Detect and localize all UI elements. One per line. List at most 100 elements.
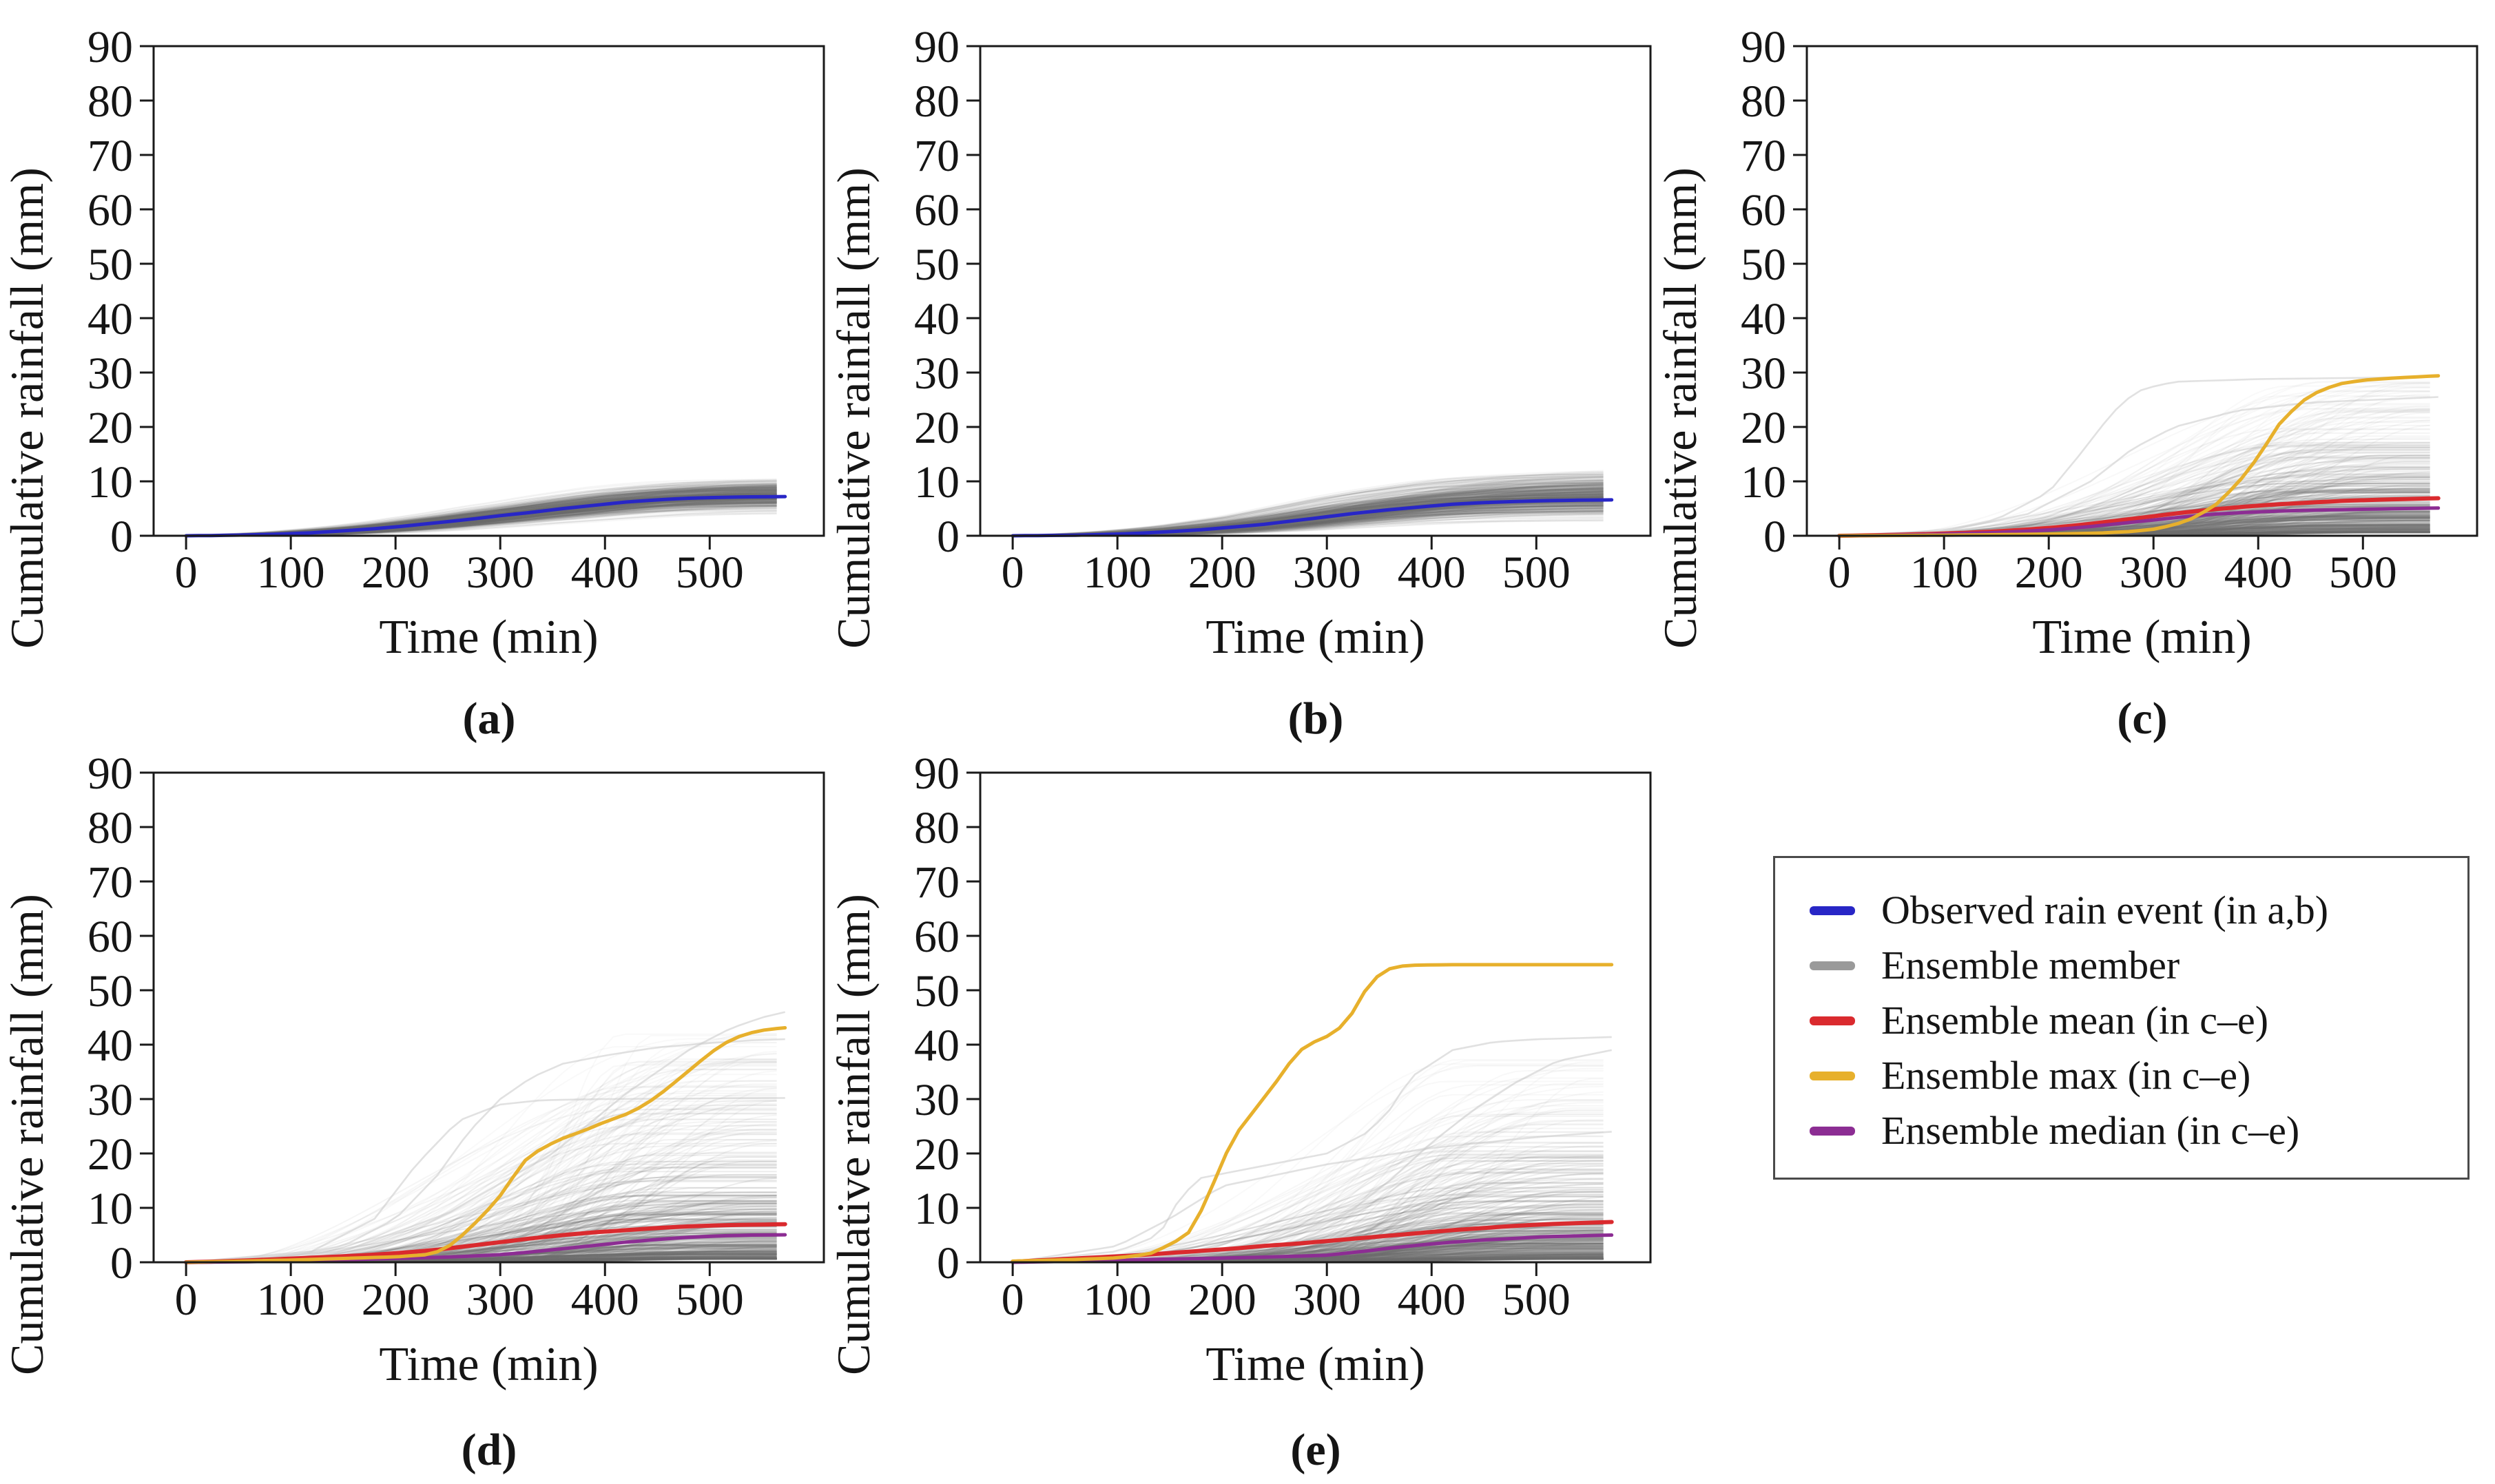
ensemble-member-line: [1013, 491, 1604, 536]
subplot-b: 0 100 200 300 400 500 0 10 20 30 40 50 60 70 80 90 Time …: [827, 0, 1653, 744]
x-tick-label: 400: [2224, 547, 2292, 598]
ensemble-member-line: [186, 481, 777, 536]
x-axis-label: Time (min): [1205, 1338, 1425, 1391]
y-tick-label: 50: [914, 240, 960, 290]
ensemble-member-line: [1013, 489, 1604, 536]
axis-box: [152, 45, 825, 537]
series-max-line: [1011, 963, 1614, 1263]
ensemble-outlier-line: [186, 1011, 786, 1264]
y-tick-label: 0: [1763, 512, 1786, 562]
ensemble-member-line: [186, 479, 777, 536]
ensemble-outlier-line: [1012, 1036, 1612, 1264]
y-tick-label: 0: [937, 512, 960, 562]
x-tick-label: 100: [1084, 547, 1152, 598]
chart-canvas-c: 0 100 200 300 400 5000102030405060708090Time …: [1654, 22, 2478, 664]
ensemble-member-line: [1013, 473, 1604, 536]
y-tick-label: 40: [87, 294, 133, 344]
x-tick-label: 500: [676, 1275, 744, 1325]
x-tick-label: 100: [1910, 547, 1978, 598]
y-tick-label: 50: [87, 240, 133, 290]
legend-item-ensemble-max: Ensemble max (in c–e): [1775, 1048, 2467, 1103]
ensemble-member-line: [1013, 497, 1604, 536]
x-tick-label: 200: [2015, 547, 2083, 598]
ensemble-member-line: [186, 488, 777, 536]
y-tick-label: 30: [914, 1075, 960, 1125]
y-tick-label: 80: [914, 76, 960, 127]
y-tick-label: 0: [110, 1238, 133, 1288]
x-axis-label: Time (min): [1205, 611, 1425, 664]
ensemble-member-line: [186, 494, 777, 536]
y-tick-label: 20: [87, 1129, 133, 1180]
y-tick-label: 10: [914, 457, 960, 508]
ensemble-member-line: [186, 1062, 777, 1263]
y-tick-label: 40: [87, 1021, 133, 1071]
ensemble-member-line: [186, 1099, 777, 1263]
ensemble-member-line: [1013, 492, 1604, 536]
ensemble-member-line: [186, 489, 777, 536]
ensemble-member-line: [1013, 480, 1604, 536]
x-tick-label: 400: [571, 1275, 639, 1325]
y-tick-label: 70: [87, 131, 133, 181]
y-tick-label: 90: [87, 749, 133, 799]
ensemble-member-line: [186, 490, 777, 536]
subplot-caption-c: (c): [2117, 693, 2168, 744]
legend-swatch-ensemble-median: [1810, 1126, 1855, 1136]
ensemble-member-line: [1013, 490, 1604, 536]
ensemble-outlier-line: [1839, 376, 2439, 537]
axis-box: [979, 771, 1652, 1264]
legend-item-ensemble-mean: Ensemble mean (in c–e): [1775, 993, 2467, 1048]
x-tick-label: 0: [1002, 1275, 1024, 1325]
subplot-d: 0 100 200 300 400 500 0 10 20 30 40 50 60 70 80 90 Time …: [0, 744, 827, 1484]
y-tick-label: 30: [914, 348, 960, 399]
y-tick-label: 60: [87, 185, 133, 236]
x-tick-label: 200: [1188, 547, 1256, 598]
ensemble-member-line: [1013, 470, 1604, 536]
y-tick-label: 70: [87, 857, 133, 908]
ensemble-member-line: [186, 485, 777, 536]
subplot-caption-d: (d): [461, 1425, 517, 1475]
ensemble-members-group: [1012, 1036, 1612, 1264]
axis-box: [152, 771, 825, 1264]
x-tick-label: 400: [571, 547, 639, 598]
y-tick-label: 40: [914, 1021, 960, 1071]
ensemble-member-line: [186, 486, 777, 536]
y-tick-label: 90: [914, 22, 960, 72]
ensemble-member-line: [1013, 495, 1604, 536]
x-tick-label: 500: [2329, 547, 2397, 598]
x-tick-label: 500: [676, 547, 744, 598]
ensemble-outlier-line: [185, 1097, 785, 1264]
y-tick-label: 70: [914, 131, 960, 181]
x-tick-label: 200: [1188, 1275, 1256, 1325]
chart-canvas-a: 0 100 200 300 400 5000102030405060708090Time …: [1, 22, 825, 664]
ensemble-member-line: [1013, 481, 1604, 536]
axis-box: [1805, 45, 2478, 537]
legend-label: Ensemble max (in c–e): [1881, 1053, 2251, 1098]
ensemble-member-line: [1013, 485, 1604, 536]
y-tick-label: 0: [937, 1238, 960, 1288]
y-tick-label: 60: [914, 185, 960, 236]
x-tick-label: 100: [1084, 1275, 1152, 1325]
y-axis-label: Cumulative rainfall (mm): [827, 167, 880, 649]
x-tick-label: 0: [1828, 547, 1851, 598]
y-tick-label: 20: [914, 403, 960, 453]
x-tick-label: 300: [1293, 1275, 1361, 1325]
x-tick-label: 200: [362, 1275, 430, 1325]
x-tick-label: 300: [466, 1275, 535, 1325]
ensemble-outlier-line: [1012, 1131, 1612, 1264]
y-tick-label: 40: [1741, 294, 1786, 344]
ensemble-member-line: [1013, 1065, 1604, 1263]
axis-box: [979, 45, 1652, 537]
ensemble-member-line: [1013, 490, 1604, 536]
ensemble-member-line: [186, 501, 777, 536]
ensemble-members-group: [186, 478, 777, 536]
ensemble-member-line: [1839, 463, 2430, 536]
ensemble-member-line: [186, 500, 777, 536]
ensemble-member-line: [1013, 473, 1604, 536]
legend-item-observed-rain-event: Observed rain event (in a,b): [1775, 883, 2467, 938]
series-observed-line: [1011, 498, 1614, 538]
y-tick-label: 80: [1741, 76, 1786, 127]
ensemble-member-line: [186, 1068, 777, 1263]
y-axis-label: Cumulative rainfall (mm): [1654, 167, 1706, 649]
subplot-a: 0 100 200 300 400 500 0 10 20 30 40 50 60 70 80 90 Time …: [0, 0, 827, 744]
